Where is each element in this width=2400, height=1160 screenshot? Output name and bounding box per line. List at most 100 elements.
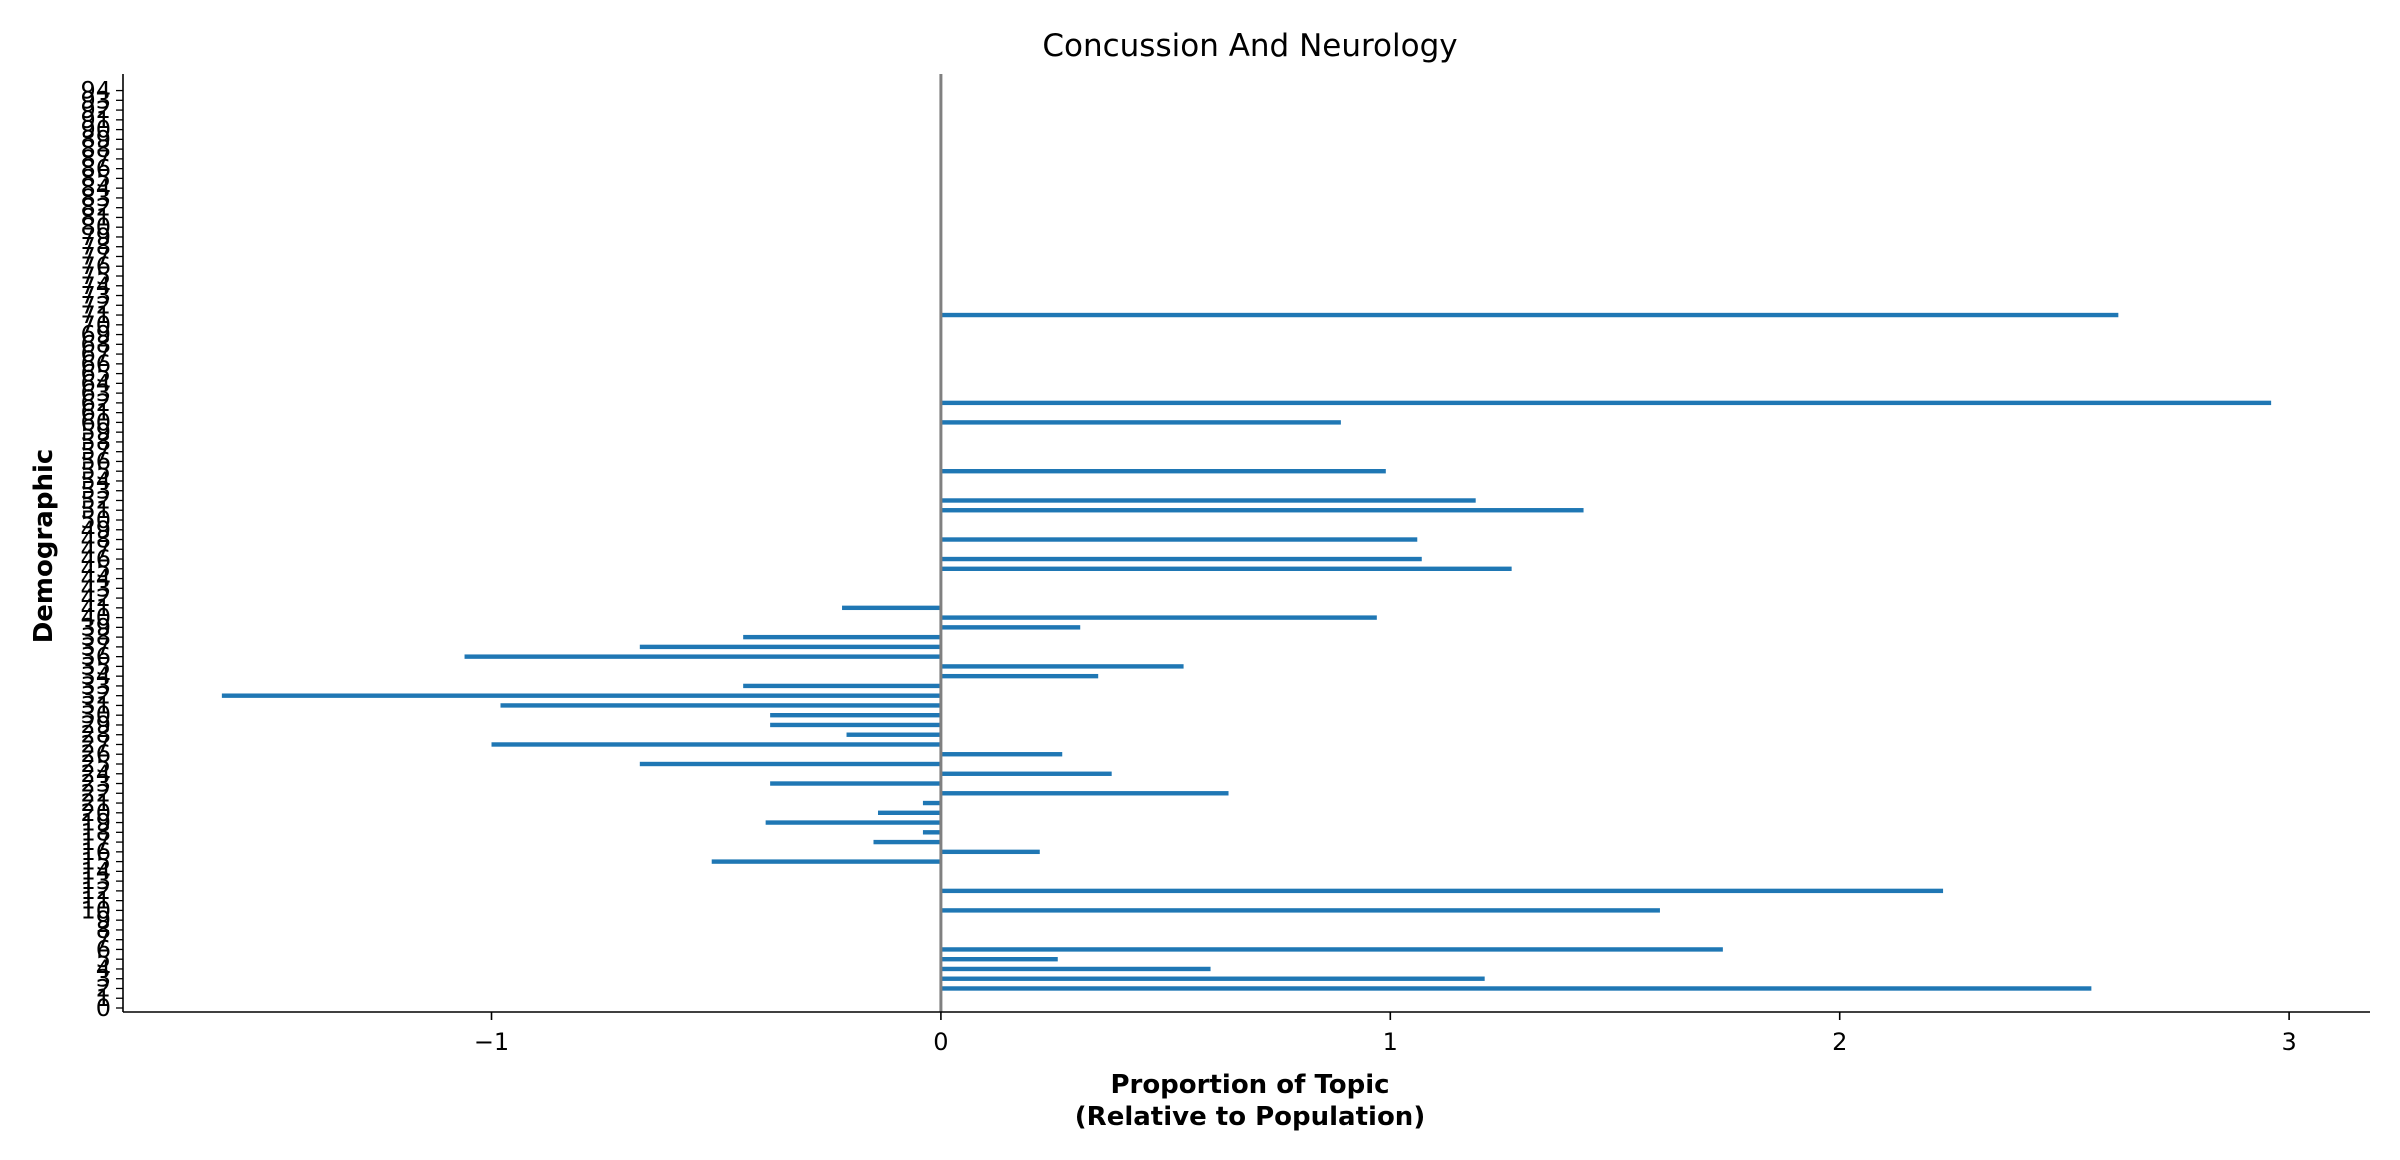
- bar-26: [940, 752, 1063, 757]
- y-axis-ticks: 0123456789101112131415161718192021222324…: [80, 77, 123, 1022]
- y-tick-label: 22: [80, 779, 111, 807]
- y-tick-label: 77: [80, 242, 111, 270]
- y-tick-label: 15: [80, 848, 111, 876]
- y-tick-label: 41: [80, 594, 111, 622]
- y-tick-label: 44: [80, 565, 111, 593]
- y-tick-label: 51: [80, 496, 111, 524]
- bar-20: [877, 810, 941, 815]
- y-tick-label: 88: [80, 135, 111, 163]
- y-tick-label: 59: [80, 418, 111, 446]
- y-tick-label: 55: [80, 457, 111, 485]
- y-tick-label: 46: [80, 545, 111, 573]
- y-tick-label: 80: [80, 213, 111, 241]
- y-tick-label: 4: [96, 955, 111, 983]
- y-tick-label: 45: [80, 555, 111, 583]
- y-tick-label: 63: [80, 379, 111, 407]
- y-axis-title: Demographic: [29, 449, 59, 644]
- y-tick-label: 1: [96, 984, 111, 1012]
- y-tick-label: 16: [80, 838, 111, 866]
- y-tick-label: 12: [80, 877, 111, 905]
- y-tick-label: 8: [96, 916, 111, 944]
- bar-18: [922, 830, 941, 835]
- y-tick-label: 68: [80, 330, 111, 358]
- y-tick-label: 23: [80, 770, 111, 798]
- y-tick-label: 75: [80, 262, 111, 290]
- y-tick-label: 78: [80, 233, 111, 261]
- bar-52: [940, 498, 1476, 503]
- y-tick-label: 64: [80, 369, 111, 397]
- y-tick-label: 42: [80, 584, 111, 612]
- y-tick-label: 79: [80, 223, 111, 251]
- bar-6: [940, 947, 1723, 952]
- bar-10: [940, 908, 1660, 913]
- y-tick-label: 56: [80, 447, 111, 475]
- y-tick-label: 36: [80, 643, 111, 671]
- bar-4: [940, 966, 1211, 972]
- bar-2: [940, 986, 2092, 991]
- y-tick-label: 94: [80, 77, 111, 105]
- y-tick-label: 93: [80, 86, 111, 114]
- bar-41: [842, 605, 941, 611]
- bar-48: [940, 537, 1418, 542]
- y-tick-label: 50: [80, 506, 111, 534]
- y-tick-label: 53: [80, 477, 111, 505]
- y-tick-label: 69: [80, 321, 111, 349]
- y-tick-label: 32: [80, 682, 111, 710]
- bar-25: [639, 761, 941, 767]
- bar-46: [940, 556, 1422, 562]
- bar-38: [743, 634, 941, 640]
- x-axis-title-line2: (Relative to Population): [1075, 1102, 1425, 1132]
- y-tick-label: 29: [80, 711, 111, 739]
- y-tick-label: 5: [96, 945, 111, 973]
- y-tick-label: 43: [80, 574, 111, 602]
- bar-23: [770, 781, 941, 786]
- y-tick-label: 52: [80, 486, 111, 514]
- y-tick-label: 40: [80, 604, 111, 632]
- bar-35: [940, 664, 1184, 669]
- bar-34: [940, 673, 1099, 679]
- y-tick-label: 84: [80, 174, 111, 202]
- y-tick-label: 66: [80, 350, 111, 378]
- x-tick-label: 1: [1383, 1028, 1398, 1056]
- y-tick-label: 27: [80, 730, 111, 758]
- bar-19: [765, 820, 941, 825]
- x-axis-title-line1: Proportion of Topic: [1110, 1070, 1389, 1100]
- bar-55: [940, 469, 1386, 474]
- y-tick-label: 20: [80, 799, 111, 827]
- y-tick-label: 31: [80, 691, 111, 719]
- y-tick-label: 48: [80, 526, 111, 554]
- y-tick-label: 28: [80, 721, 111, 749]
- y-tick-label: 17: [80, 828, 111, 856]
- y-tick-label: 25: [80, 750, 111, 778]
- bar-45: [940, 566, 1512, 571]
- bar-71: [940, 312, 2119, 318]
- bar-37: [639, 644, 941, 650]
- y-tick-label: 21: [80, 789, 111, 817]
- y-tick-label: 76: [80, 252, 111, 280]
- y-tick-label: 38: [80, 623, 111, 651]
- y-tick-label: 82: [80, 194, 111, 222]
- y-tick-label: 14: [80, 857, 111, 885]
- bar-33: [743, 683, 941, 689]
- y-tick-label: 83: [80, 184, 111, 212]
- y-tick-label: 92: [80, 96, 111, 124]
- bar-12: [940, 888, 1944, 894]
- y-tick-label: 10: [80, 896, 111, 924]
- y-tick-label: 6: [96, 935, 111, 963]
- bar-15: [711, 859, 941, 864]
- y-tick-label: 73: [80, 282, 111, 310]
- bar-60: [940, 420, 1341, 425]
- bar-62: [940, 400, 2272, 406]
- y-tick-label: 49: [80, 516, 111, 544]
- y-tick-label: 67: [80, 340, 111, 368]
- y-tick-label: 71: [80, 301, 111, 329]
- y-tick-label: 24: [80, 760, 111, 788]
- bar-24: [940, 771, 1112, 776]
- y-tick-label: 34: [80, 662, 111, 690]
- y-tick-label: 37: [80, 633, 111, 661]
- bar-28: [846, 732, 941, 737]
- y-tick-label: 11: [80, 887, 111, 915]
- bar-27: [491, 742, 941, 747]
- y-tick-label: 3: [96, 965, 111, 993]
